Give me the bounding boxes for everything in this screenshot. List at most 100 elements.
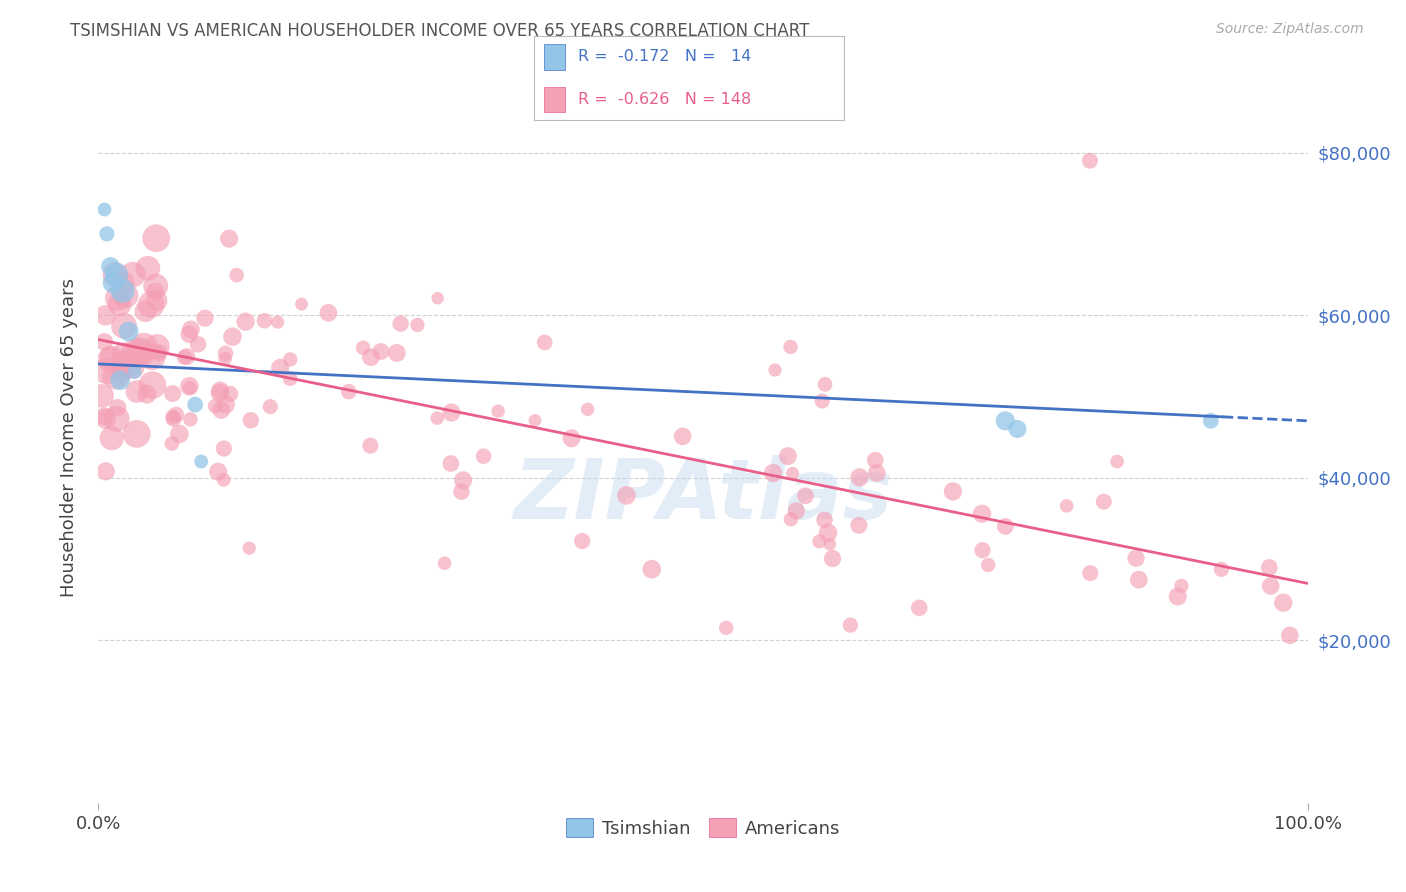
Point: [278, 352, 301, 367]
Text: TSIMSHIAN VS AMERICAN HOUSEHOLDER INCOME OVER 65 YEARS CORRELATION CHART: TSIMSHIAN VS AMERICAN HOUSEHOLDER INCOME…: [70, 22, 810, 40]
Point: [780, 512, 803, 526]
Point: [107, 291, 129, 305]
Point: [165, 408, 187, 422]
Point: [110, 366, 132, 380]
Point: [225, 268, 247, 283]
Point: [865, 453, 887, 467]
Point: [1278, 628, 1301, 642]
Point: [817, 525, 839, 540]
Point: [105, 411, 128, 425]
Point: [1211, 562, 1233, 576]
Point: [942, 484, 965, 499]
Point: [180, 322, 202, 336]
Point: [96, 364, 118, 378]
Point: [94, 464, 117, 478]
Point: [112, 347, 135, 361]
Point: [134, 347, 156, 361]
Point: [136, 261, 159, 276]
Point: [162, 409, 184, 424]
Point: [98, 349, 121, 363]
Point: [1056, 499, 1078, 513]
Point: [145, 293, 167, 308]
Point: [141, 378, 163, 392]
Point: [121, 360, 143, 375]
Point: [124, 344, 146, 359]
Point: [576, 402, 599, 417]
Point: [148, 345, 170, 359]
Point: [641, 562, 664, 576]
Point: [209, 384, 232, 398]
FancyBboxPatch shape: [544, 45, 565, 70]
Point: [352, 341, 374, 355]
Point: [360, 350, 382, 364]
Point: [136, 387, 159, 401]
Point: [93, 409, 115, 424]
Point: [162, 386, 184, 401]
Point: [218, 232, 240, 246]
Point: [266, 315, 288, 329]
Point: [108, 373, 131, 387]
Point: [1258, 560, 1281, 574]
Point: [866, 466, 889, 480]
Point: [176, 350, 198, 364]
Point: [561, 431, 583, 445]
Point: [145, 279, 167, 293]
Point: [125, 426, 148, 441]
Point: [94, 412, 117, 426]
Point: [190, 454, 212, 468]
Point: [970, 507, 993, 521]
Point: [214, 351, 236, 366]
Point: [472, 449, 495, 463]
Point: [121, 268, 143, 282]
Point: [146, 340, 169, 354]
Point: [794, 489, 817, 503]
Point: [207, 465, 229, 479]
Point: [209, 403, 232, 417]
Point: [235, 315, 257, 329]
Point: [169, 427, 191, 442]
Point: [814, 377, 837, 392]
Point: [179, 381, 201, 395]
Point: [253, 314, 276, 328]
Point: [337, 384, 360, 399]
Point: [994, 414, 1017, 428]
Point: [194, 311, 217, 326]
Text: R =  -0.626   N = 148: R = -0.626 N = 148: [578, 92, 751, 107]
Point: [219, 387, 242, 401]
Point: [763, 363, 786, 377]
Point: [93, 202, 115, 217]
Point: [145, 231, 167, 245]
Point: [139, 298, 162, 312]
Point: [808, 534, 831, 549]
Point: [173, 351, 195, 365]
Point: [259, 400, 281, 414]
Point: [406, 318, 429, 332]
Point: [318, 306, 340, 320]
Point: [215, 397, 238, 411]
Point: [128, 344, 150, 359]
Point: [93, 334, 115, 349]
Point: [908, 600, 931, 615]
Point: [212, 442, 235, 456]
Point: [112, 276, 135, 290]
Point: [208, 385, 231, 400]
Point: [1260, 579, 1282, 593]
Point: [104, 268, 127, 282]
Point: [714, 621, 737, 635]
Point: [818, 537, 841, 551]
Point: [426, 291, 449, 305]
Point: [1272, 596, 1295, 610]
Point: [1092, 494, 1115, 508]
Point: [179, 327, 201, 342]
Point: [972, 543, 994, 558]
Point: [813, 513, 835, 527]
Point: [112, 318, 135, 333]
Point: [1170, 579, 1192, 593]
Point: [124, 365, 146, 379]
Point: [1107, 454, 1129, 468]
Point: [114, 358, 136, 372]
Point: [96, 227, 118, 241]
Point: [762, 466, 785, 480]
Point: [426, 411, 449, 425]
Point: [111, 284, 134, 298]
